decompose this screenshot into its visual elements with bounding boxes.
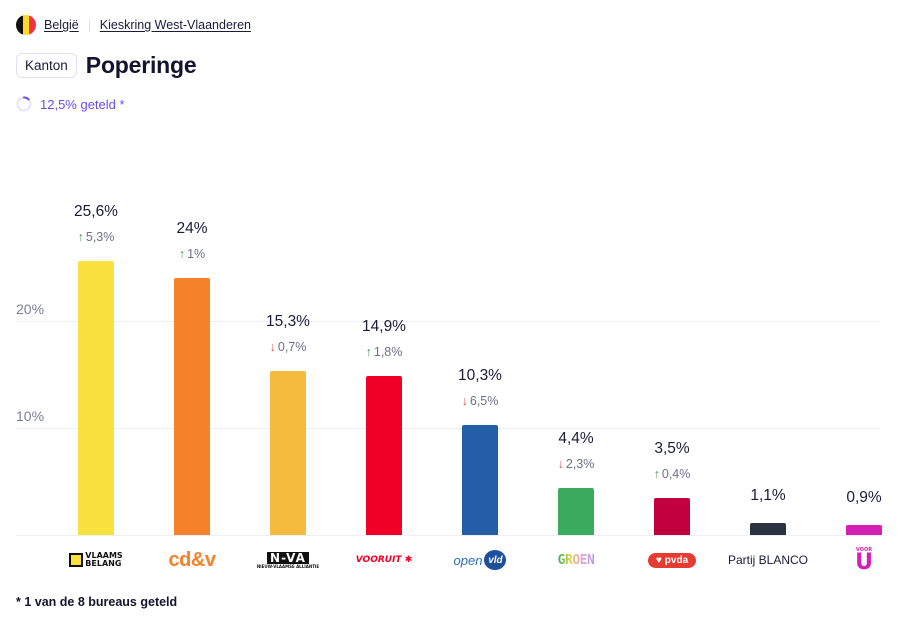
value-label: 3,5% xyxy=(654,439,690,457)
change-value: 1% xyxy=(187,247,206,262)
change-label: ↑ 1% xyxy=(144,247,240,261)
bar-vlaams-belang[interactable] xyxy=(78,261,114,535)
value-label: 1,1% xyxy=(750,487,786,505)
value-label: 14,9% xyxy=(362,317,406,335)
arrow-up-icon: ↑ xyxy=(178,247,186,262)
arrow-up-icon: ↑ xyxy=(365,344,372,359)
footnote: * 1 van de 8 bureaus geteld xyxy=(16,595,178,609)
baseline xyxy=(16,535,880,536)
party-logo-partij-blanco[interactable]: Partij BLANCO xyxy=(727,553,809,567)
bar-groen[interactable] xyxy=(558,487,594,535)
party-logo-pvda[interactable]: ♥ pvda xyxy=(624,547,720,573)
party-logo-voor-u[interactable]: VOOR U xyxy=(855,547,873,575)
results-bar-chart: 10% 20% 25,6% ↑ 5,3% VLAAMS BELANG 24% ↑ 1% cd&v 15… xyxy=(0,140,903,580)
bar-voor-u[interactable] xyxy=(846,525,882,535)
value-label: 24% xyxy=(176,220,208,238)
y-tick-label: 10% xyxy=(16,408,45,424)
y-tick-label: 20% xyxy=(16,301,45,317)
value-label: 0,9% xyxy=(846,489,882,506)
arrow-down-icon: ↓ xyxy=(557,456,564,471)
change-label: ↑ 1,8% xyxy=(336,345,432,359)
value-label: 10,3% xyxy=(458,366,502,384)
gridline-10 xyxy=(16,428,880,429)
arrow-up-icon: ↑ xyxy=(653,466,660,481)
breadcrumb-district-link[interactable]: Kieskring West-Vlaanderen xyxy=(99,18,251,32)
party-logo-vooruit[interactable]: VOORUIT ✱ xyxy=(355,555,413,565)
title-row: Kanton Poperinge xyxy=(16,52,197,79)
arrow-up-icon: ↑ xyxy=(77,230,84,245)
arrow-down-icon: ↓ xyxy=(269,340,276,355)
progress-spinner-icon xyxy=(16,96,32,112)
change-value: 1,8% xyxy=(373,344,403,359)
bar-n-va[interactable] xyxy=(270,371,306,535)
change-value: 5,3% xyxy=(85,230,115,245)
party-logo-vlaams-belang[interactable]: VLAAMS BELANG xyxy=(48,547,144,573)
value-label: 15,3% xyxy=(266,313,310,331)
bar-partij-blanco[interactable] xyxy=(750,523,786,535)
bar-open-vld[interactable] xyxy=(462,424,498,535)
value-label: 25,6% xyxy=(74,203,118,221)
party-logo-groen[interactable]: GROEN xyxy=(557,552,595,568)
change-value: 6,5% xyxy=(469,393,499,408)
bar-cd-v[interactable] xyxy=(174,278,210,535)
counted-status: 12,5% geteld * xyxy=(16,96,125,112)
change-label: ↓ 0,7% xyxy=(240,340,336,354)
value-label: 4,4% xyxy=(558,429,594,447)
change-value: 0,7% xyxy=(277,340,307,355)
change-value: 2,3% xyxy=(565,456,595,471)
bar-vooruit[interactable] xyxy=(366,375,402,535)
change-label: ↑ 0,4% xyxy=(624,467,720,481)
change-value: 0,4% xyxy=(661,466,691,481)
change-label: ↑ 5,3% xyxy=(48,230,144,244)
bar-pvda[interactable] xyxy=(654,497,690,535)
counted-text: 12,5% geteld * xyxy=(40,96,125,112)
gridline-20 xyxy=(16,321,880,322)
breadcrumb-separator xyxy=(88,18,90,32)
party-logo-n-va[interactable]: N-VA NIEUW-VLAAMSE ALLIANTIE xyxy=(256,550,320,569)
breadcrumb-country-link[interactable]: België xyxy=(44,18,79,32)
change-label: ↓ 2,3% xyxy=(528,457,624,471)
change-label: ↓ 6,5% xyxy=(432,394,528,408)
page-title: Poperinge xyxy=(85,52,197,78)
belgium-flag-icon xyxy=(16,15,36,35)
party-logo-cd-v[interactable]: cd&v xyxy=(168,548,216,571)
arrow-down-icon: ↓ xyxy=(461,393,468,408)
level-badge: Kanton xyxy=(16,53,77,78)
party-logo-open-vld[interactable]: open vld xyxy=(432,547,528,573)
breadcrumb: België Kieskring West-Vlaanderen xyxy=(16,14,251,36)
